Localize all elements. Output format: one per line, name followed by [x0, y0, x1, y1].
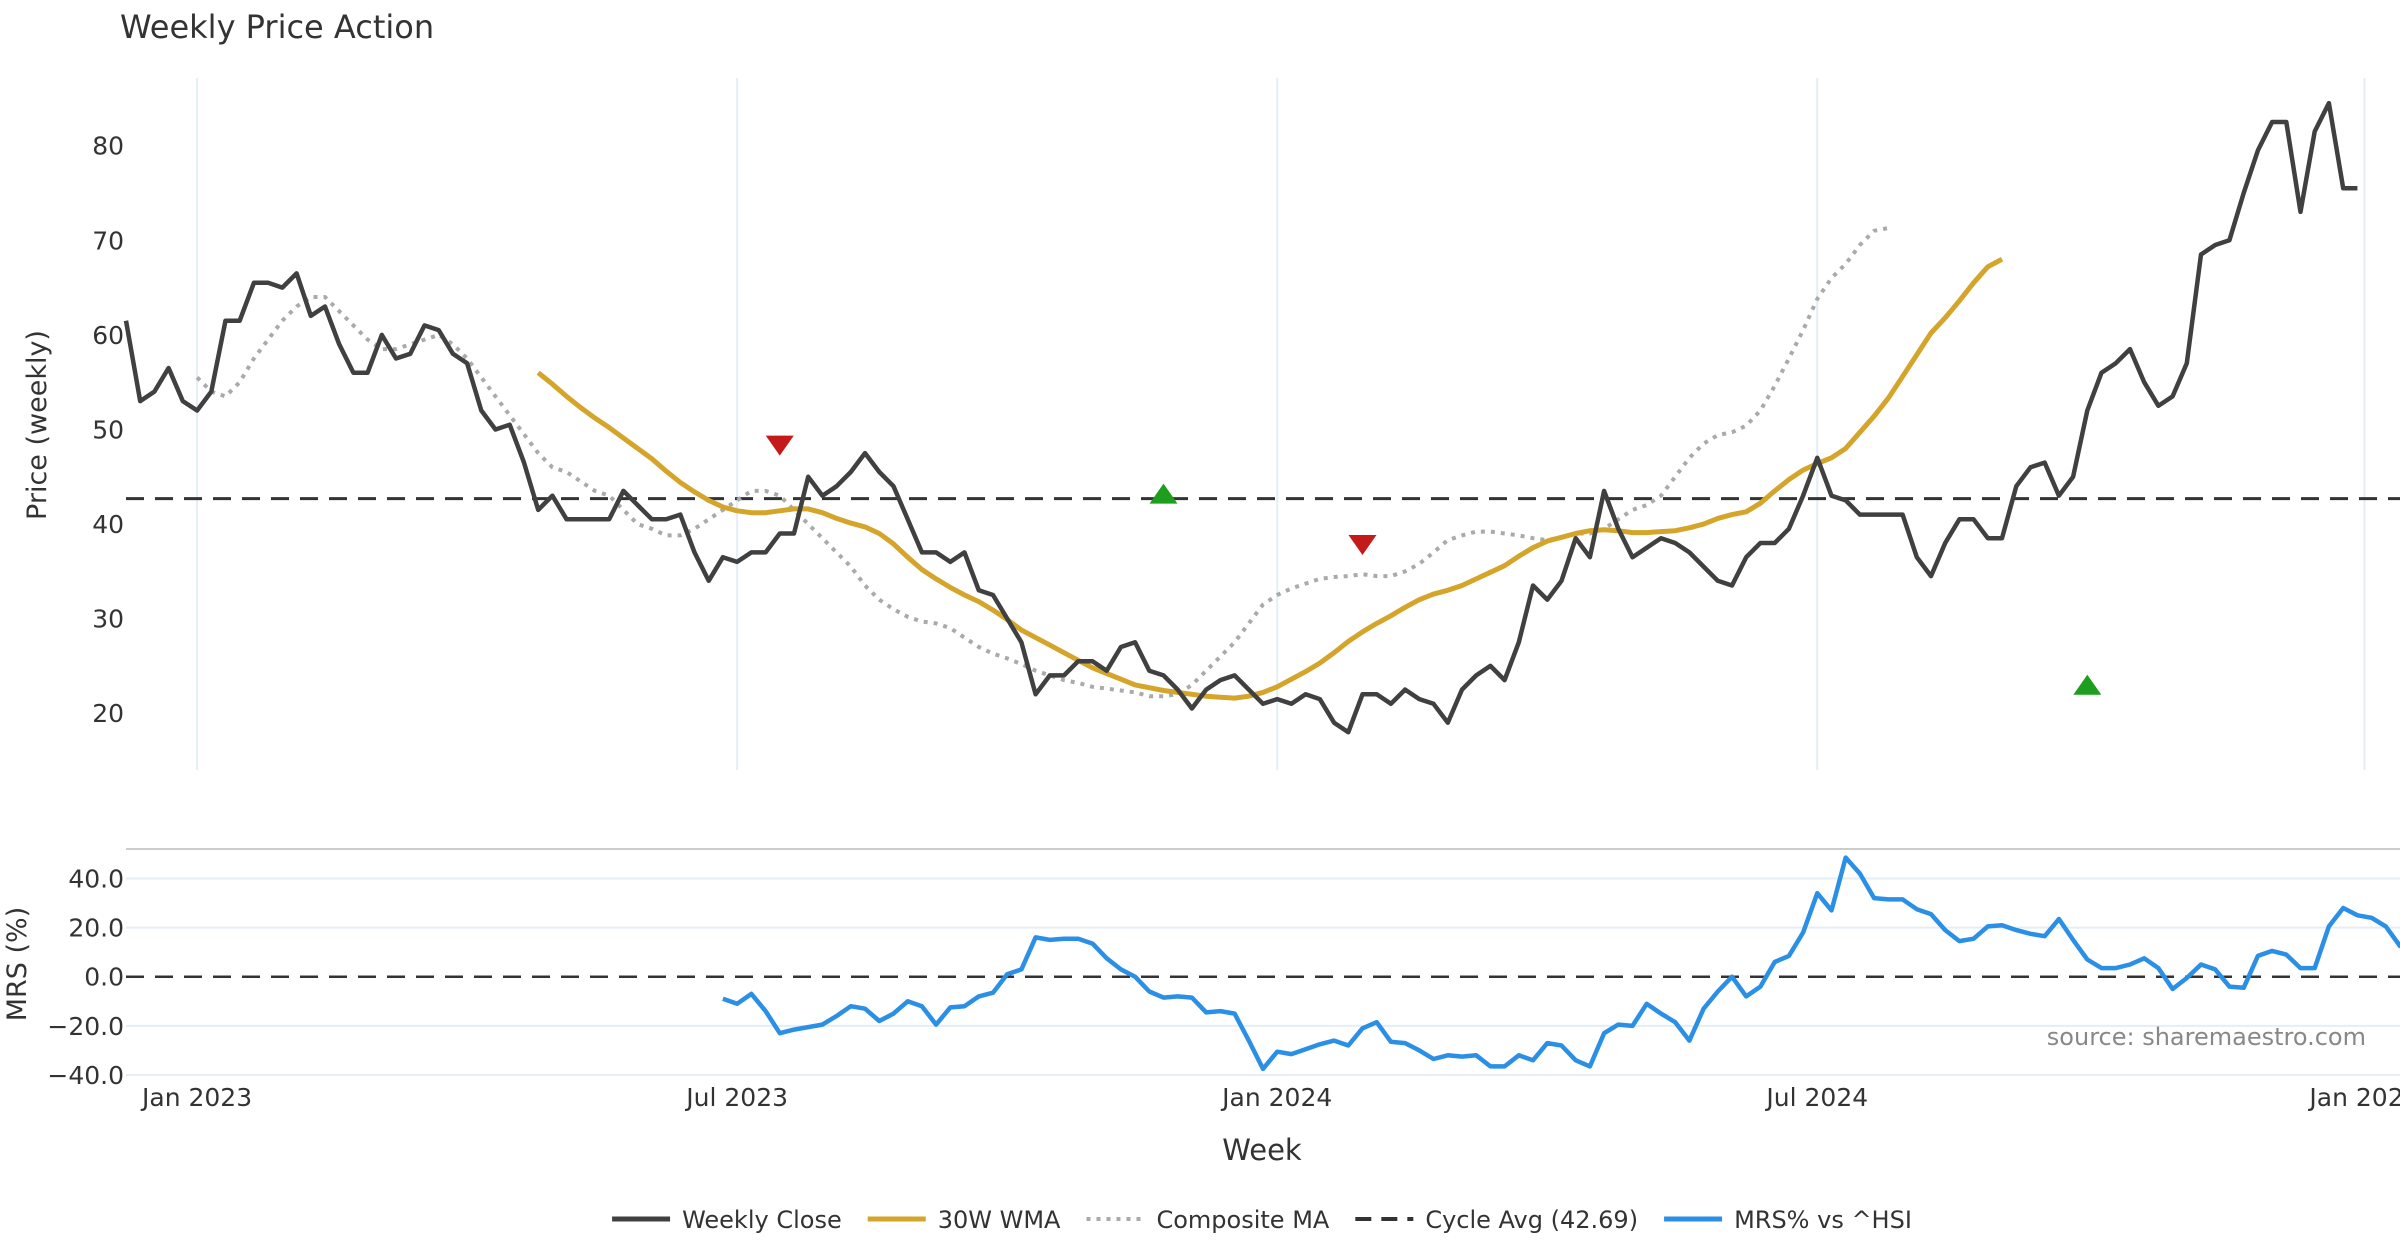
- legend-item: Composite MA: [1086, 1206, 1330, 1234]
- legend-item: MRS% vs ^HSI: [1664, 1206, 1912, 1234]
- mrs-y-tick-label: 0.0: [84, 963, 124, 992]
- wma-30w-line: [536, 256, 2004, 701]
- mrs-y-label: MRS (%): [2, 907, 33, 1022]
- legend-label: 30W WMA: [938, 1206, 1061, 1234]
- legend-item: Weekly Close: [612, 1206, 842, 1234]
- price-vertical-gridlines: [196, 78, 2366, 770]
- chart-title: Weekly Price Action: [120, 8, 434, 46]
- legend-label: Cycle Avg (42.69): [1425, 1206, 1638, 1234]
- legend-item: Cycle Avg (42.69): [1355, 1206, 1638, 1234]
- legend-label: MRS% vs ^HSI: [1734, 1206, 1912, 1234]
- price-y-tick-label: 60: [92, 321, 124, 350]
- price-y-tick-label: 50: [92, 415, 124, 444]
- x-tick-label: Jan 2023: [140, 1083, 252, 1112]
- mrs-line: [722, 855, 2400, 1072]
- mrs-y-tick-label: −40.0: [47, 1061, 124, 1090]
- legend: Weekly Close 30W WMA Composite MA Cycle Avg…: [612, 1206, 1912, 1234]
- price-y-tick-label: 40: [92, 510, 124, 539]
- legend-label: Composite MA: [1156, 1206, 1329, 1234]
- price-y-label: Price (weekly): [22, 330, 53, 520]
- legend-label: Weekly Close: [682, 1206, 842, 1234]
- price-y-ticks: 20 30 40 50 60 70 80: [92, 132, 124, 729]
- composite-ma-line: [195, 226, 1889, 699]
- x-tick-label: Jul 2023: [684, 1083, 788, 1112]
- price-y-tick-label: 20: [92, 699, 124, 728]
- mrs-horizontal-gridlines: [126, 877, 2400, 1076]
- legend-item: 30W WMA: [867, 1206, 1061, 1234]
- buy-signal-marker: [2073, 674, 2102, 695]
- price-y-tick-label: 30: [92, 605, 124, 634]
- buy-signal-marker: [1149, 483, 1178, 504]
- x-axis-label: Week: [1222, 1133, 1302, 1167]
- mrs-y-tick-label: 20.0: [68, 914, 124, 943]
- signal-markers: [765, 435, 2102, 695]
- mrs-panel: 40.0 20.0 0.0 −20.0 −40.0 MRS (%) source: sh…: [2, 848, 2400, 1090]
- sell-signal-marker: [765, 435, 794, 456]
- source-annotation: source: sharemaestro.com: [2047, 1023, 2366, 1051]
- x-tick-label: Jan 2025: [2307, 1083, 2400, 1112]
- mrs-y-tick-label: 40.0: [68, 864, 124, 893]
- x-axis-ticks: Jan 2023 Jul 2023 Jan 2024 Jul 2024 Jan 2025…: [140, 1083, 2400, 1112]
- x-tick-label: Jul 2024: [1764, 1083, 1868, 1112]
- mrs-y-ticks: 40.0 20.0 0.0 −20.0 −40.0: [47, 864, 124, 1090]
- sell-signal-marker: [1348, 534, 1377, 555]
- price-y-tick-label: 70: [92, 226, 124, 255]
- weekly-close-line: [123, 100, 2358, 735]
- price-panel: 20 30 40 50 60 70 80 Price (weekly): [22, 78, 2400, 770]
- x-tick-label: Jan 2024: [1220, 1083, 1332, 1112]
- price-y-tick-label: 80: [92, 132, 124, 161]
- mrs-y-tick-label: −20.0: [47, 1012, 124, 1041]
